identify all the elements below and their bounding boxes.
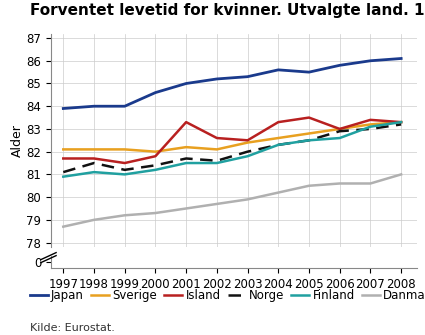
Japan [368,59,373,63]
Norge [368,127,373,131]
Norge [276,143,281,147]
Sverige [276,136,281,140]
Norge [245,150,250,154]
Japan [306,70,312,74]
Danmark [337,182,342,186]
Danmark [399,173,404,177]
Danmark [214,202,219,206]
Finland [337,136,342,140]
Japan [337,63,342,67]
Norge [306,138,312,142]
Island [276,120,281,124]
Norge [91,161,96,165]
Y-axis label: Alder: Alder [11,124,23,157]
Danmark [245,197,250,201]
Norge [399,122,404,126]
Japan [153,90,158,94]
Danmark [184,206,189,210]
Danmark [153,211,158,215]
Finland [214,161,219,165]
Norge [122,168,127,172]
Island [91,156,96,160]
Japan [91,104,96,108]
Line: Sverige: Sverige [63,122,401,152]
Island [368,118,373,122]
Sverige [337,127,342,131]
Island [245,138,250,142]
Finland [61,175,66,179]
Island [122,161,127,165]
Finland [91,170,96,174]
Island [337,127,342,131]
Line: Japan: Japan [63,59,401,109]
Text: Kilde: Eurostat.: Kilde: Eurostat. [30,323,115,333]
Danmark [276,191,281,195]
Norge [153,163,158,167]
Sverige [91,147,96,151]
Sverige [61,147,66,151]
Legend: Japan, Sverige, Island, Norge, Finland, Danmark: Japan, Sverige, Island, Norge, Finland, … [25,285,425,307]
Finland [399,120,404,124]
Sverige [122,147,127,151]
Danmark [122,213,127,217]
Japan [399,57,404,61]
Finland [368,125,373,129]
Sverige [399,120,404,124]
Finland [276,143,281,147]
Island [399,120,404,124]
Sverige [245,141,250,145]
Norge [337,129,342,133]
Norge [61,170,66,174]
Sverige [184,145,189,149]
Finland [306,138,312,142]
Danmark [368,182,373,186]
Finland [184,161,189,165]
Japan [184,81,189,85]
Sverige [153,150,158,154]
Island [61,156,66,160]
Sverige [214,147,219,151]
Finland [122,173,127,177]
Line: Norge: Norge [63,124,401,172]
Sverige [306,131,312,135]
Line: Finland: Finland [63,122,401,177]
Danmark [61,225,66,229]
Island [184,120,189,124]
Japan [61,107,66,111]
Text: Forventet levetid for kvinner. Utvalgte land. 1997-2008: Forventet levetid for kvinner. Utvalgte … [30,3,425,18]
Line: Island: Island [63,118,401,163]
Danmark [306,184,312,188]
Japan [276,68,281,72]
Finland [153,168,158,172]
Line: Danmark: Danmark [63,175,401,227]
Sverige [368,122,373,126]
Danmark [91,218,96,222]
Japan [214,77,219,81]
Island [214,136,219,140]
Norge [214,159,219,163]
Norge [184,156,189,160]
Island [306,116,312,120]
Japan [245,75,250,79]
Finland [245,154,250,158]
Island [153,154,158,158]
Japan [122,104,127,108]
